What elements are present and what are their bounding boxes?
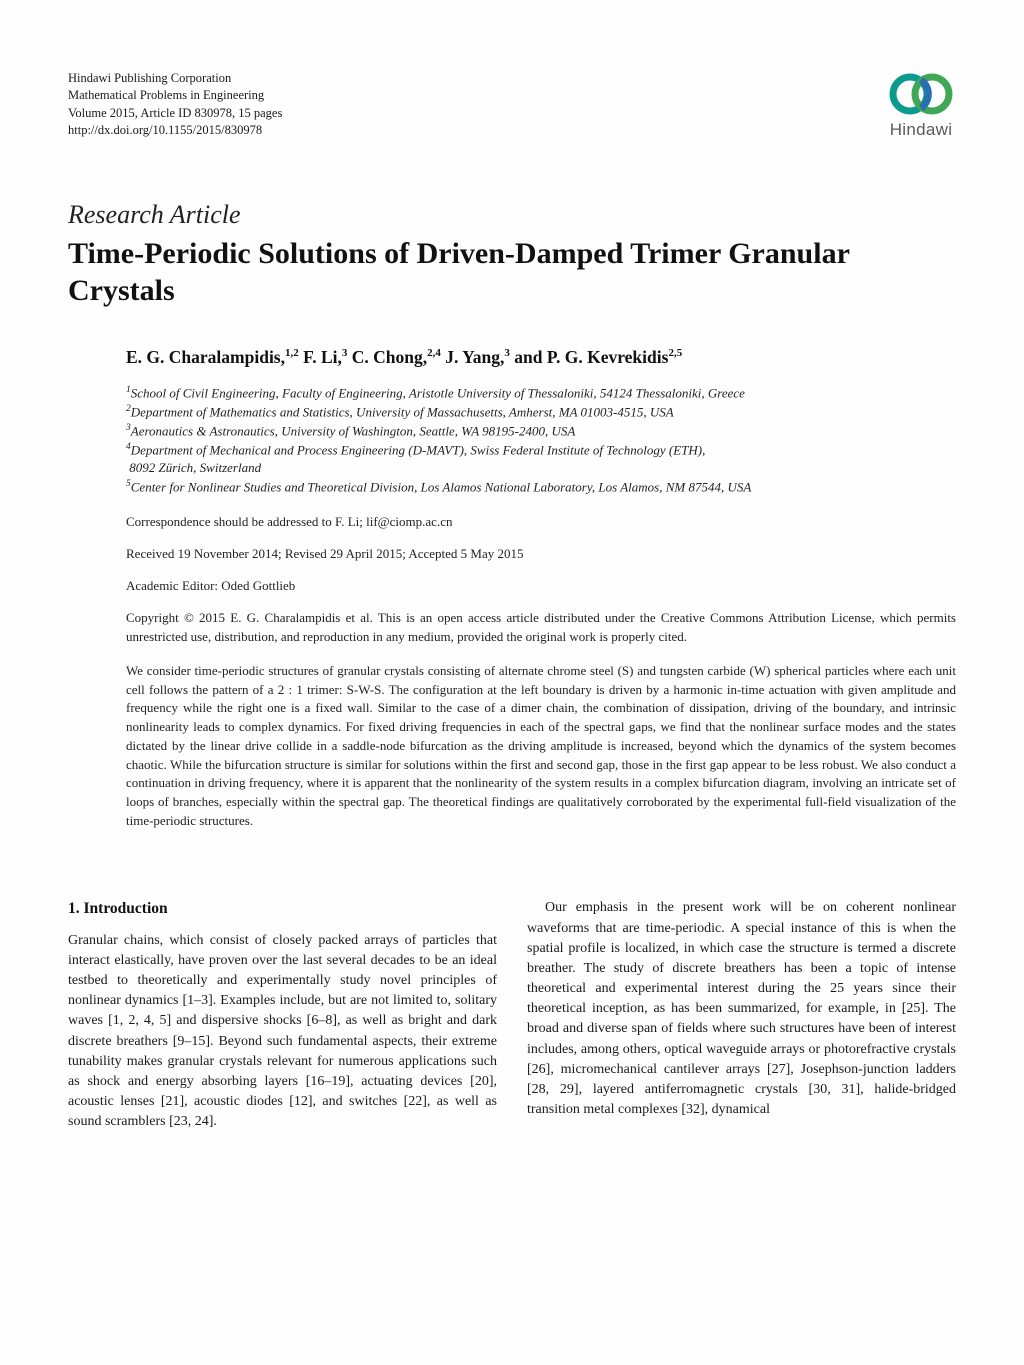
copyright-notice: Copyright © 2015 E. G. Charalampidis et … bbox=[126, 609, 956, 646]
publisher-line: Hindawi Publishing Corporation bbox=[68, 70, 282, 87]
affiliation-line: 3Aeronautics & Astronautics, University … bbox=[126, 422, 956, 441]
article-type: Research Article bbox=[68, 200, 956, 230]
author-list: E. G. Charalampidis,1,2 F. Li,3 C. Chong… bbox=[126, 347, 956, 368]
affiliation-line: 5Center for Nonlinear Studies and Theore… bbox=[126, 478, 956, 497]
academic-editor: Academic Editor: Oded Gottlieb bbox=[126, 577, 956, 595]
intro-paragraph-2: Our emphasis in the present work will be… bbox=[527, 898, 956, 1120]
volume-line: Volume 2015, Article ID 830978, 15 pages bbox=[68, 105, 282, 122]
intro-paragraph-1: Granular chains, which consist of closel… bbox=[68, 931, 497, 1133]
abstract: We consider time-periodic structures of … bbox=[126, 662, 956, 830]
left-column: 1. Introduction Granular chains, which c… bbox=[68, 898, 497, 1132]
correspondence: Correspondence should be addressed to F.… bbox=[126, 513, 956, 531]
affiliations: 1School of Civil Engineering, Faculty of… bbox=[126, 384, 956, 496]
journal-line: Mathematical Problems in Engineering bbox=[68, 87, 282, 104]
article-dates: Received 19 November 2014; Revised 29 Ap… bbox=[126, 545, 956, 563]
section-heading: 1. Introduction bbox=[68, 898, 497, 920]
publisher-info: Hindawi Publishing Corporation Mathemati… bbox=[68, 70, 282, 139]
publisher-logo: Hindawi bbox=[886, 70, 956, 140]
affiliation-line: 4Department of Mechanical and Process En… bbox=[126, 441, 956, 478]
affiliation-line: 1School of Civil Engineering, Faculty of… bbox=[126, 384, 956, 403]
header-row: Hindawi Publishing Corporation Mathemati… bbox=[68, 70, 956, 140]
body-columns: 1. Introduction Granular chains, which c… bbox=[68, 898, 956, 1132]
article-title: Time-Periodic Solutions of Driven-Damped… bbox=[68, 236, 956, 309]
hindawi-rings-icon bbox=[886, 70, 956, 118]
right-column: Our emphasis in the present work will be… bbox=[527, 898, 956, 1132]
doi-line: http://dx.doi.org/10.1155/2015/830978 bbox=[68, 122, 282, 139]
publisher-logo-text: Hindawi bbox=[886, 120, 956, 140]
affiliation-line: 2Department of Mathematics and Statistic… bbox=[126, 403, 956, 422]
